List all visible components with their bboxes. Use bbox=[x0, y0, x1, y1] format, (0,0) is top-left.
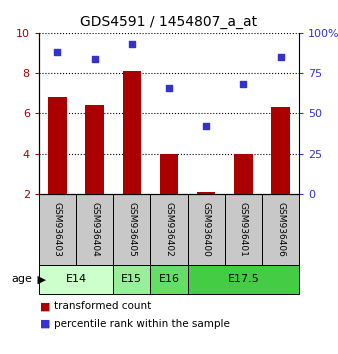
Bar bbox=[39, 194, 76, 265]
Text: GSM936400: GSM936400 bbox=[202, 202, 211, 257]
Bar bbox=[39, 265, 113, 294]
Point bbox=[92, 56, 97, 62]
Text: percentile rank within the sample: percentile rank within the sample bbox=[54, 319, 230, 329]
Text: GSM936404: GSM936404 bbox=[90, 202, 99, 257]
Bar bbox=[150, 265, 188, 294]
Bar bbox=[160, 154, 178, 194]
Text: transformed count: transformed count bbox=[54, 301, 151, 311]
Text: ▶: ▶ bbox=[34, 274, 46, 284]
Bar bbox=[150, 194, 188, 265]
Text: GSM936406: GSM936406 bbox=[276, 202, 285, 257]
Text: GSM936401: GSM936401 bbox=[239, 202, 248, 257]
Bar bbox=[188, 194, 225, 265]
Text: E15: E15 bbox=[121, 274, 142, 284]
Bar bbox=[225, 194, 262, 265]
Text: E16: E16 bbox=[159, 274, 179, 284]
Point bbox=[278, 54, 283, 60]
Text: GSM936405: GSM936405 bbox=[127, 202, 136, 257]
Bar bbox=[234, 154, 252, 194]
Point bbox=[203, 124, 209, 129]
Text: age: age bbox=[11, 274, 32, 284]
Point bbox=[55, 50, 60, 55]
Bar bbox=[48, 97, 67, 194]
Bar bbox=[271, 107, 290, 194]
Point bbox=[166, 85, 172, 91]
Bar bbox=[113, 265, 150, 294]
Text: GSM936403: GSM936403 bbox=[53, 202, 62, 257]
Text: E17.5: E17.5 bbox=[227, 274, 259, 284]
Point bbox=[241, 82, 246, 87]
Bar bbox=[85, 105, 104, 194]
Bar bbox=[122, 71, 141, 194]
Text: ■: ■ bbox=[40, 301, 51, 311]
Bar bbox=[197, 192, 215, 194]
Bar bbox=[113, 194, 150, 265]
Title: GDS4591 / 1454807_a_at: GDS4591 / 1454807_a_at bbox=[80, 15, 258, 29]
Text: GSM936402: GSM936402 bbox=[165, 202, 173, 257]
Bar bbox=[262, 194, 299, 265]
Text: ■: ■ bbox=[40, 319, 51, 329]
Text: E14: E14 bbox=[66, 274, 87, 284]
Point bbox=[129, 41, 135, 47]
Bar bbox=[76, 194, 113, 265]
Bar bbox=[188, 265, 299, 294]
